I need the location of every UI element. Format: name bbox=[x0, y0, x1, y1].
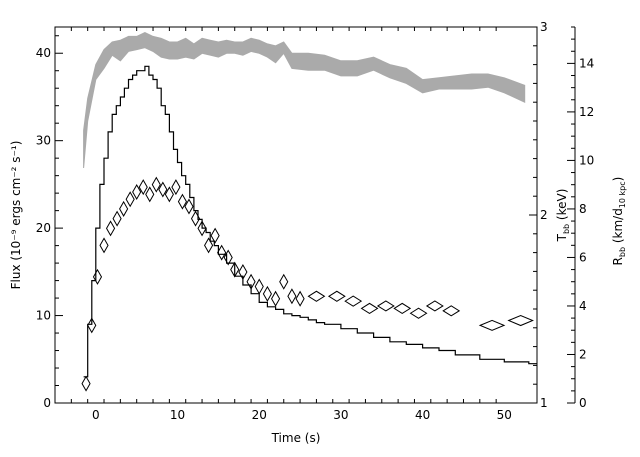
radius-point bbox=[217, 244, 227, 261]
y3-tick-label: 0 bbox=[579, 396, 587, 410]
x-tick-label: 30 bbox=[333, 408, 348, 422]
radius-point bbox=[507, 314, 534, 327]
x-tick-label: 50 bbox=[497, 408, 512, 422]
radius-point bbox=[271, 290, 281, 307]
radius-diamond-layer bbox=[81, 176, 534, 392]
y3-title-base: R bbox=[611, 257, 625, 265]
radius-point bbox=[246, 273, 256, 290]
radius-point bbox=[393, 302, 412, 314]
flux-histogram-layer bbox=[83, 65, 537, 378]
radius-point bbox=[223, 249, 233, 266]
radius-point bbox=[158, 181, 168, 198]
radius-point bbox=[254, 278, 264, 295]
radius-point bbox=[204, 237, 214, 254]
y-tick-label: 20 bbox=[36, 221, 51, 235]
y3-tick-label: 4 bbox=[579, 299, 587, 313]
y2-title-sub: bb bbox=[562, 224, 571, 234]
y2-tick-label: 2 bbox=[540, 208, 548, 222]
y-tick-label: 40 bbox=[36, 46, 51, 60]
y3-title-sub2: 10 kpc bbox=[618, 181, 627, 208]
y3-title-rest2: ) bbox=[611, 177, 625, 182]
radius-point bbox=[177, 193, 188, 210]
y-tick-label: 30 bbox=[36, 134, 51, 148]
radius-point bbox=[119, 200, 129, 217]
radius-point bbox=[164, 186, 174, 203]
radius-point bbox=[360, 302, 379, 314]
radius-point bbox=[478, 319, 506, 331]
radius-point bbox=[92, 268, 103, 285]
y3-axis-title: Rbb (km/d10 kpc) bbox=[611, 177, 627, 266]
radius-point bbox=[238, 263, 248, 281]
x-tick-label: 0 bbox=[92, 408, 100, 422]
y3-title-rest1: (km/d bbox=[611, 208, 625, 247]
x-tick-label: 10 bbox=[170, 408, 185, 422]
y-tick-label: 0 bbox=[43, 396, 51, 410]
radius-point bbox=[125, 191, 135, 208]
radius-point bbox=[81, 375, 91, 392]
radius-point bbox=[151, 176, 161, 193]
radius-point bbox=[230, 261, 240, 278]
flux-histogram bbox=[83, 65, 537, 378]
radius-point bbox=[138, 179, 148, 196]
y2-title-base: T bbox=[555, 233, 569, 242]
radius-point bbox=[197, 220, 207, 237]
y2-tick-label: 3 bbox=[540, 20, 548, 34]
radius-point bbox=[262, 285, 272, 302]
radius-point bbox=[87, 317, 97, 334]
radius-point bbox=[287, 288, 297, 305]
radius-point bbox=[210, 227, 220, 244]
radius-point bbox=[190, 210, 201, 227]
temperature-band bbox=[83, 32, 526, 169]
x-tick-label: 20 bbox=[252, 408, 267, 422]
y3-tick-label: 6 bbox=[579, 250, 587, 264]
x-tick-label: 40 bbox=[415, 408, 430, 422]
radius-point bbox=[112, 210, 122, 227]
radius-point bbox=[105, 220, 116, 237]
radius-point bbox=[184, 198, 194, 215]
y3-tick-label: 10 bbox=[579, 153, 594, 167]
y3-tick-label: 2 bbox=[579, 347, 587, 361]
y2-tick-label: 1 bbox=[540, 396, 548, 410]
x-axis-title: Time (s) bbox=[271, 431, 321, 445]
temperature-band-layer bbox=[83, 32, 526, 169]
y3-tick-label: 8 bbox=[579, 202, 587, 216]
y2-axis-title: Tbb (keV) bbox=[555, 189, 571, 243]
radius-point bbox=[171, 179, 181, 196]
y3-title-sub: bb bbox=[618, 247, 627, 257]
radius-point bbox=[425, 300, 444, 312]
radius-point bbox=[145, 186, 155, 203]
radius-point bbox=[327, 290, 346, 302]
radius-point bbox=[99, 237, 109, 254]
radius-point bbox=[279, 273, 289, 290]
radius-point bbox=[344, 295, 363, 307]
y3-tick-label: 14 bbox=[579, 56, 594, 70]
radius-point bbox=[295, 290, 305, 307]
y2-title-rest: (keV) bbox=[555, 189, 569, 224]
radius-point bbox=[307, 290, 326, 302]
radius-point bbox=[409, 307, 428, 319]
radius-point bbox=[132, 183, 142, 200]
y3-tick-label: 12 bbox=[579, 105, 594, 119]
y-tick-label: 10 bbox=[36, 309, 51, 323]
radius-point bbox=[442, 305, 461, 317]
y-axis-title: Flux (10⁻⁹ ergs cm⁻² s⁻¹) bbox=[9, 141, 23, 290]
radius-point bbox=[376, 300, 395, 312]
